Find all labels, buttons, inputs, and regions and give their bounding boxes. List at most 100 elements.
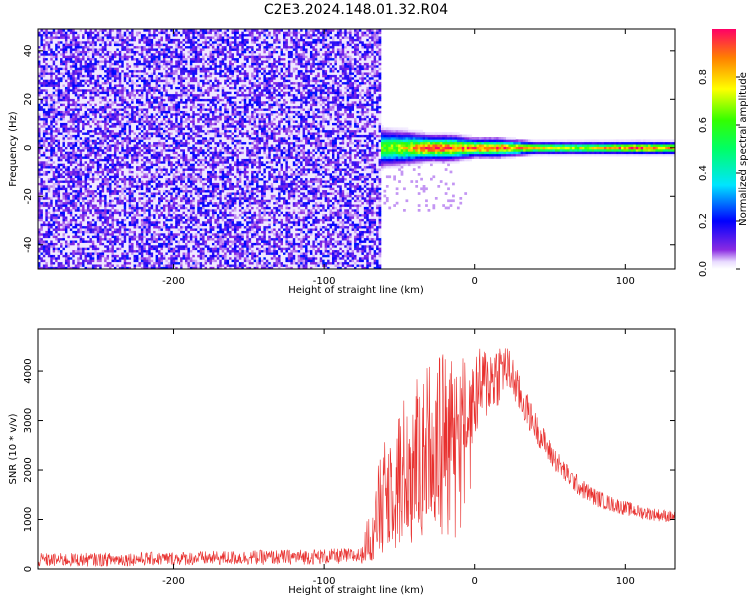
spectrogram-cell [91,103,95,107]
spectrogram-cell [150,247,154,251]
spectrogram-cell [47,180,51,183]
spectrogram-cell [148,69,151,73]
spectrogram-cell [111,233,115,236]
spectrogram-cell [155,103,159,107]
spectrogram-cell [104,153,107,157]
spectrogram-cell [60,161,63,164]
spectrogram-cell [62,127,66,131]
spectrogram-cell [131,252,134,255]
spectrogram-cell [101,230,105,234]
spectrogram-cell [104,43,107,47]
spectrogram-cell [140,175,144,179]
spectrogram-cell [118,101,122,104]
spectrogram-cell [113,206,117,210]
spectrogram-cell [74,204,78,207]
spectrogram-cell [62,168,66,171]
spectrogram-cell [64,96,68,99]
spectrogram-cell [50,53,53,56]
spectrogram-cell [111,103,115,107]
spectrogram-cell [89,67,93,71]
spectrogram-cell [57,149,61,152]
spectrogram-cell [38,89,41,92]
spectrogram-cell [106,225,110,229]
spectrogram-cell [64,43,68,47]
spectrogram-cell [64,177,68,181]
spectrogram-cell [64,53,68,56]
spectrogram-cell [99,189,102,193]
spectrogram-cell [55,36,58,39]
spectrogram-cell [84,79,88,83]
spectrogram-cell [62,161,66,164]
spectrogram-cell [45,43,49,47]
spectrogram-cell [38,62,41,66]
spectrogram-cell [91,237,95,241]
spectrogram-cell [145,194,149,198]
spectrogram-cell [82,43,85,47]
spectrogram-cell [67,86,71,90]
spectrogram-cell [155,144,159,147]
spectrogram-cell [158,43,161,47]
spectrogram-cell [47,175,51,179]
spectrogram-cell [99,235,102,239]
spectrogram-cell [77,206,80,210]
spectrogram-cell [50,197,53,200]
spectrogram-cell [38,110,41,114]
spectrogram-cell [82,72,85,75]
spectrogram-cell [113,89,117,92]
spectrogram-cell [47,31,51,35]
spectrogram-cell [62,245,66,248]
spectrogram-cell [155,177,159,181]
spectrogram-cell [57,93,61,97]
spectrogram-cell [42,122,46,126]
spectrogram-cell [136,192,139,195]
spectrogram-cell [77,254,80,258]
spectrogram-cell [128,98,132,102]
spectrogram-cell [89,79,93,83]
spectrogram-cell [113,86,117,90]
spectrogram-cell [50,113,53,116]
spectrogram-cell [79,55,83,59]
spectrogram-cell [121,173,125,176]
spectrogram-cell [140,165,144,169]
spectrogram-cell [148,60,151,63]
spectrogram-cell [82,45,85,49]
spectrogram-cell [148,91,151,95]
spectrogram-cell [60,69,63,73]
spectrogram-cell [62,139,66,143]
spectrogram-cell [82,89,85,92]
spectrogram-cell [60,146,63,150]
spectrogram-cell [116,29,120,32]
spectrogram-cell [69,146,73,150]
spectrogram-cell [91,45,95,49]
spectrogram-cell [50,48,53,51]
spectrogram-cell [126,194,129,198]
spectrogram-cell [128,261,132,265]
spectrogram-cell [89,257,93,260]
spectrogram-cell [74,60,78,63]
spectrogram-cell [150,161,154,164]
spectrogram-cell [101,180,105,183]
spectrogram-cell [94,173,98,176]
spectrogram-cell [87,192,90,195]
spectrogram-cell [113,93,117,97]
spectrogram-cell [64,249,68,253]
spectrogram-cell [87,65,90,68]
spectrogram-cell [84,230,88,234]
spectrogram-cell [94,170,98,174]
spectrogram-cell [62,55,66,59]
spectrogram-cell [87,240,90,243]
spectrogram-cell [109,175,112,179]
spectrogram-cell [77,84,80,87]
spectrogram-cell [111,29,115,32]
spectrogram-cell [145,108,149,111]
spectrogram-cell [101,151,105,155]
spectrogram-cells [38,29,675,269]
spectrogram-cell [111,223,115,227]
spectrogram-cell [138,113,142,116]
spectrogram-cell [111,254,115,258]
spectrogram-cell [55,48,58,51]
spectrogram-cell [153,218,156,222]
spectrogram-cell [155,129,159,133]
spectrogram-cell [99,132,102,135]
spectrogram-cell [158,209,161,212]
